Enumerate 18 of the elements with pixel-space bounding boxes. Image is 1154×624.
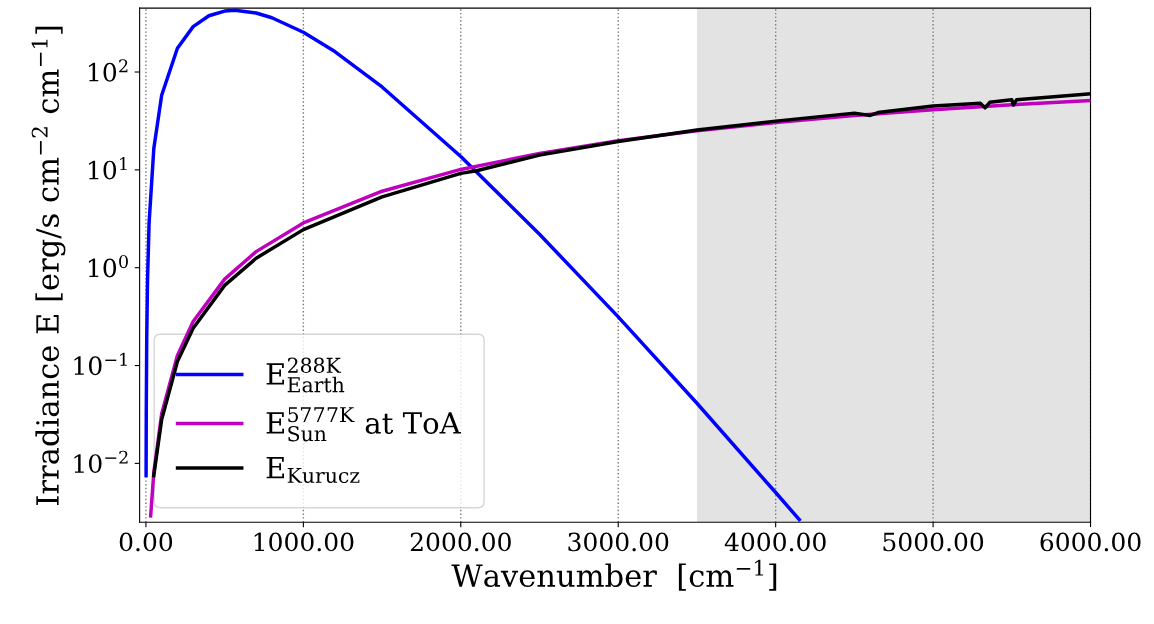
y-axis-title: Irradiance E [erg/s cm$^{−2}$ cm$^{−1}$] xyxy=(31,26,66,505)
line-series xyxy=(144,8,802,522)
x-tick-label: 1000.00 xyxy=(254,532,354,552)
x-tick-label: 3000.00 xyxy=(568,532,669,552)
x-tick-label: 0.00 xyxy=(119,532,173,552)
y-tick-label: 10$^{0}$ xyxy=(88,254,128,278)
x-tick-label: 6000.00 xyxy=(1040,532,1141,552)
x-tick-label: 5000.00 xyxy=(883,532,984,552)
legend-label: E$_{Kurucz}$ xyxy=(266,457,360,484)
y-tick-label: 10$^{−2}$ xyxy=(74,450,128,474)
y-tick-label: 10$^{−1}$ xyxy=(74,352,127,376)
legend-label: E$^{288K}$$_{Earth}$ xyxy=(266,357,345,393)
x-tick-label: 4000.00 xyxy=(724,532,826,552)
x-axis-title: Wavenumber [cm$^{−1}$] xyxy=(451,559,777,591)
x-tick-label: 2000.00 xyxy=(410,532,511,552)
y-tick-label: 10$^{1}$ xyxy=(88,157,127,180)
y-tick-label: 10$^{2}$ xyxy=(88,59,128,82)
text: E$^{5777K}$$_{Sun}$ at ToA xyxy=(266,407,461,442)
